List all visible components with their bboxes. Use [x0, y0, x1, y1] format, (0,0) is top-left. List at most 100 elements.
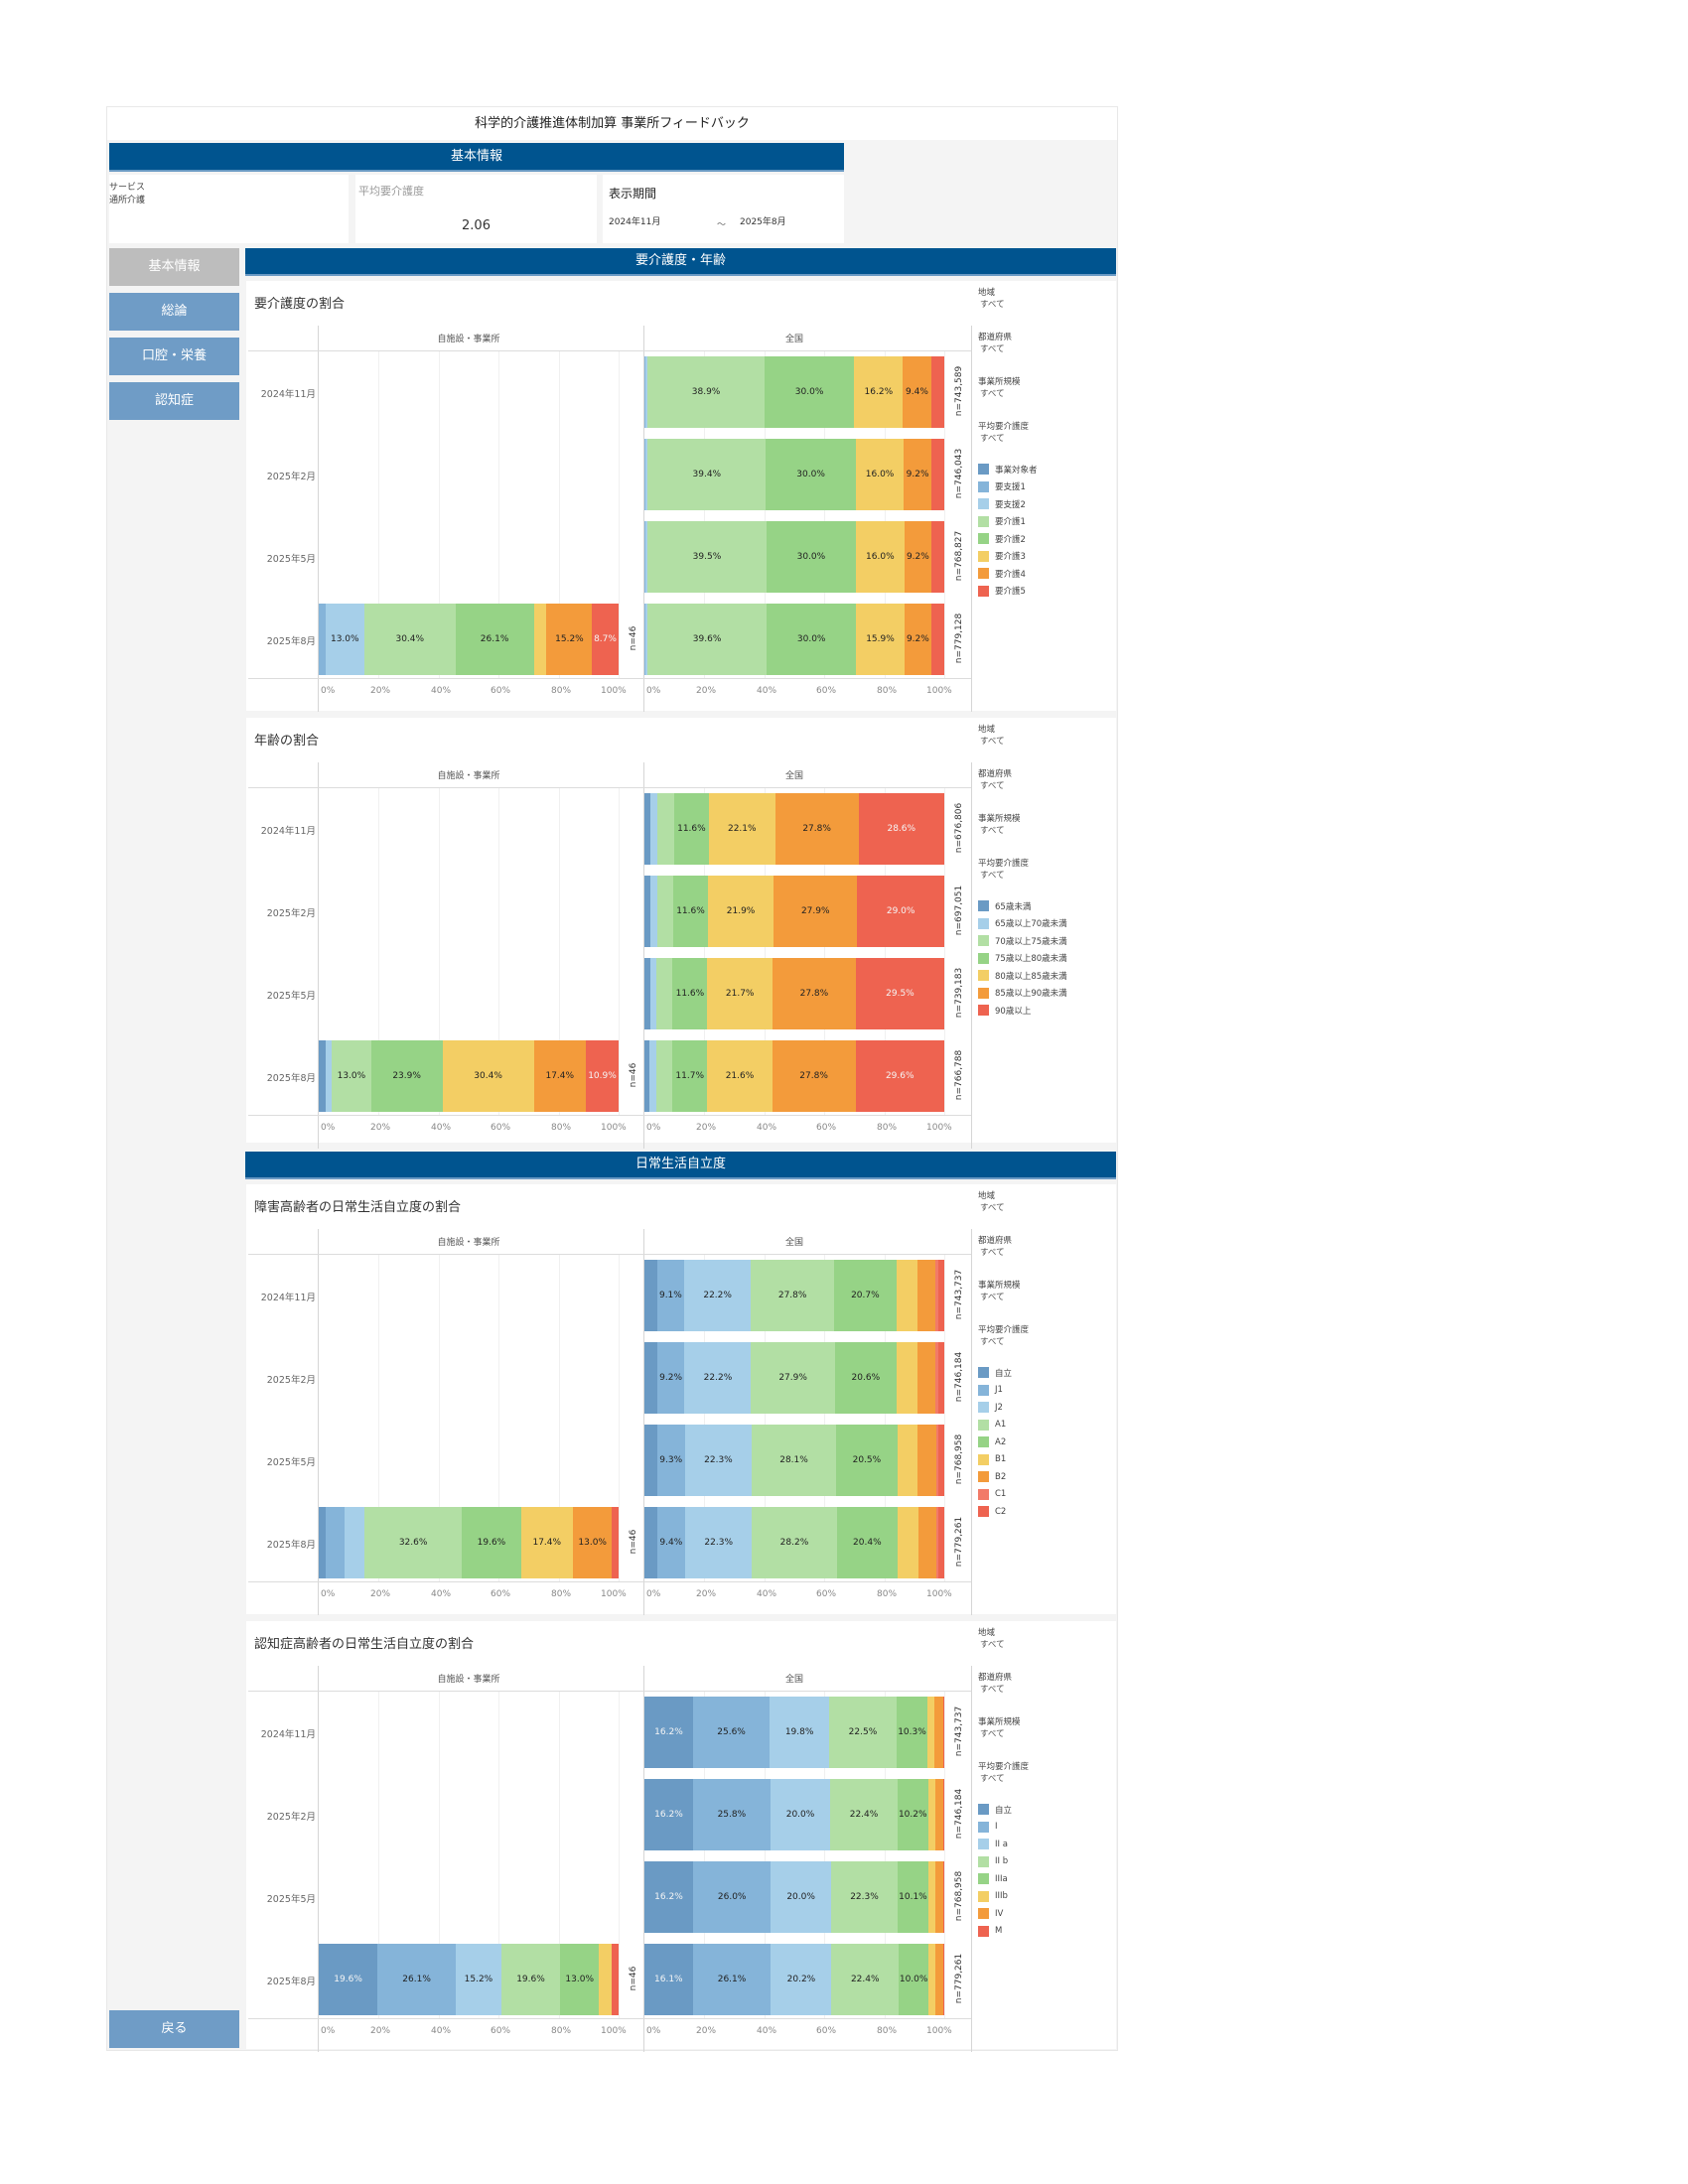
facility-bar-segment[interactable]: 26.1% [455, 604, 534, 675]
national-bar-segment[interactable] [644, 1425, 657, 1496]
national-bar-segment[interactable]: 9.2% [904, 439, 931, 510]
national-bar-segment[interactable]: 26.0% [692, 1861, 772, 1933]
national-bar-segment[interactable]: 39.4% [647, 439, 767, 510]
facility-bar-segment[interactable]: 30.4% [363, 604, 456, 675]
national-bar-segment[interactable] [916, 1260, 936, 1331]
national-bar-segment[interactable] [645, 356, 648, 428]
legend-item[interactable]: B1 [978, 1451, 1029, 1469]
national-bar-segment[interactable] [645, 439, 648, 510]
facility-bar-segment[interactable] [325, 1507, 346, 1578]
national-bar-segment[interactable] [943, 1697, 944, 1768]
national-bar-segment[interactable]: 27.8% [751, 1260, 835, 1331]
national-bar-segment[interactable]: 10.3% [896, 1697, 928, 1768]
legend-item[interactable]: 80歳以上85歳未満 [978, 967, 1067, 985]
national-bar-segment[interactable] [644, 604, 646, 675]
national-bar-segment[interactable]: 30.0% [766, 439, 856, 510]
national-bar-segment[interactable]: 28.6% [858, 793, 944, 865]
national-bar-segment[interactable]: 20.2% [771, 1944, 832, 2015]
national-bar-segment[interactable] [930, 439, 944, 510]
national-bar-segment[interactable] [931, 604, 944, 675]
national-bar-segment[interactable]: 21.7% [707, 958, 773, 1029]
national-bar-segment[interactable] [917, 1507, 936, 1578]
national-bar-segment[interactable]: 22.5% [829, 1697, 897, 1768]
national-bar-segment[interactable]: 9.2% [904, 604, 932, 675]
facility-bar-segment[interactable] [319, 1507, 326, 1578]
facility-bar-segment[interactable] [612, 1944, 619, 2015]
national-bar-segment[interactable]: 16.1% [644, 1944, 693, 2015]
filter-value[interactable]: すべて [980, 1774, 1005, 1784]
national-bar-segment[interactable]: 20.4% [836, 1507, 899, 1578]
legend-item[interactable]: IV [978, 1905, 1029, 1923]
legend-item[interactable]: 75歳以上80歳未満 [978, 950, 1067, 968]
legend-item[interactable]: 要支援2 [978, 495, 1038, 513]
national-bar-segment[interactable]: 26.1% [692, 1944, 772, 2015]
national-bar-segment[interactable] [650, 876, 657, 947]
national-bar-segment[interactable]: 27.9% [774, 876, 858, 947]
national-bar-segment[interactable]: 22.3% [685, 1507, 753, 1578]
facility-bar-segment[interactable] [345, 1507, 364, 1578]
national-bar-segment[interactable]: 29.0% [857, 876, 944, 947]
national-bar[interactable]: 16.2% 25.8% 20.0% 22.4% 10.2% [644, 1779, 944, 1850]
facility-bar-segment[interactable]: 19.6% [319, 1944, 378, 2015]
facility-bar-segment[interactable]: 13.0% [573, 1507, 613, 1578]
national-bar-segment[interactable] [935, 1260, 938, 1331]
national-bar-segment[interactable] [898, 1507, 918, 1578]
filter-value[interactable]: すべて [980, 871, 1005, 881]
national-bar-segment[interactable]: 20.0% [771, 1861, 831, 1933]
national-bar-segment[interactable] [896, 1260, 917, 1331]
national-bar-segment[interactable]: 9.2% [904, 521, 932, 593]
national-bar-segment[interactable]: 16.2% [644, 1697, 693, 1768]
national-bar-segment[interactable]: 20.6% [834, 1342, 897, 1414]
legend-item[interactable]: 自立 [978, 1364, 1029, 1382]
national-bar-segment[interactable]: 28.1% [752, 1425, 836, 1496]
national-bar-segment[interactable]: 22.4% [830, 1779, 898, 1850]
facility-bar-segment[interactable]: 17.4% [520, 1507, 574, 1578]
national-bar-segment[interactable] [917, 1425, 936, 1496]
national-bar-segment[interactable]: 22.2% [684, 1342, 752, 1414]
national-bar-segment[interactable] [927, 1697, 934, 1768]
national-bar[interactable]: 9.3% 22.3% 28.1% 20.5% [644, 1425, 944, 1496]
national-bar-segment[interactable] [644, 521, 646, 593]
national-bar-segment[interactable] [656, 793, 674, 865]
national-bar[interactable]: 39.4% 30.0% 16.0% 9.2% [644, 439, 944, 510]
national-bar-segment[interactable]: 9.3% [656, 1425, 685, 1496]
national-bar-segment[interactable] [934, 1944, 944, 2015]
facility-bar-segment[interactable]: 13.0% [332, 1040, 371, 1112]
national-bar-segment[interactable]: 15.9% [856, 604, 905, 675]
national-bar[interactable]: 39.6% 30.0% 15.9% 9.2% [644, 604, 944, 675]
legend-item[interactable]: 85歳以上90歳未満 [978, 985, 1067, 1003]
facility-bar-segment[interactable] [325, 1040, 333, 1112]
legend-item[interactable]: IIIb [978, 1888, 1029, 1906]
facility-bar-segment[interactable]: 15.2% [546, 604, 593, 675]
facility-bar-segment[interactable]: 32.6% [363, 1507, 463, 1578]
national-bar-segment[interactable]: 22.3% [684, 1425, 753, 1496]
national-bar-segment[interactable] [649, 958, 657, 1029]
national-bar-segment[interactable] [927, 1861, 935, 1933]
national-bar-segment[interactable]: 19.8% [770, 1697, 829, 1768]
legend-item[interactable]: C2 [978, 1503, 1029, 1521]
national-bar[interactable]: 39.5% 30.0% 16.0% 9.2% [644, 521, 944, 593]
facility-bar-segment[interactable]: 8.7% [592, 604, 619, 675]
facility-bar-segment[interactable] [319, 604, 326, 675]
national-bar-segment[interactable]: 25.6% [692, 1697, 771, 1768]
national-bar-segment[interactable] [937, 1342, 944, 1414]
legend-item[interactable]: C1 [978, 1486, 1029, 1504]
period-end[interactable]: 2025年8月 [740, 217, 786, 227]
national-bar-segment[interactable] [656, 958, 673, 1029]
facility-bar-segment[interactable] [599, 1944, 613, 2015]
national-bar-segment[interactable]: 11.6% [672, 958, 708, 1029]
national-bar-segment[interactable] [935, 1425, 938, 1496]
legend-item[interactable]: 要介護3 [978, 548, 1038, 566]
period-start[interactable]: 2024年11月 [609, 217, 661, 227]
national-bar-segment[interactable]: 27.8% [772, 1040, 856, 1112]
national-bar-segment[interactable] [935, 1342, 938, 1414]
national-bar-segment[interactable]: 9.4% [903, 356, 931, 428]
national-bar-segment[interactable] [896, 1342, 917, 1414]
national-bar[interactable]: 11.6% 21.9% 27.9% 29.0% [644, 876, 944, 947]
national-bar-segment[interactable]: 39.6% [647, 604, 767, 675]
national-bar-segment[interactable] [934, 1779, 944, 1850]
facility-bar-segment[interactable]: 19.6% [462, 1507, 521, 1578]
national-bar-segment[interactable]: 29.5% [855, 958, 944, 1029]
facility-bar-segment[interactable]: 10.9% [586, 1040, 619, 1112]
facility-bar-segment[interactable]: 17.4% [533, 1040, 587, 1112]
